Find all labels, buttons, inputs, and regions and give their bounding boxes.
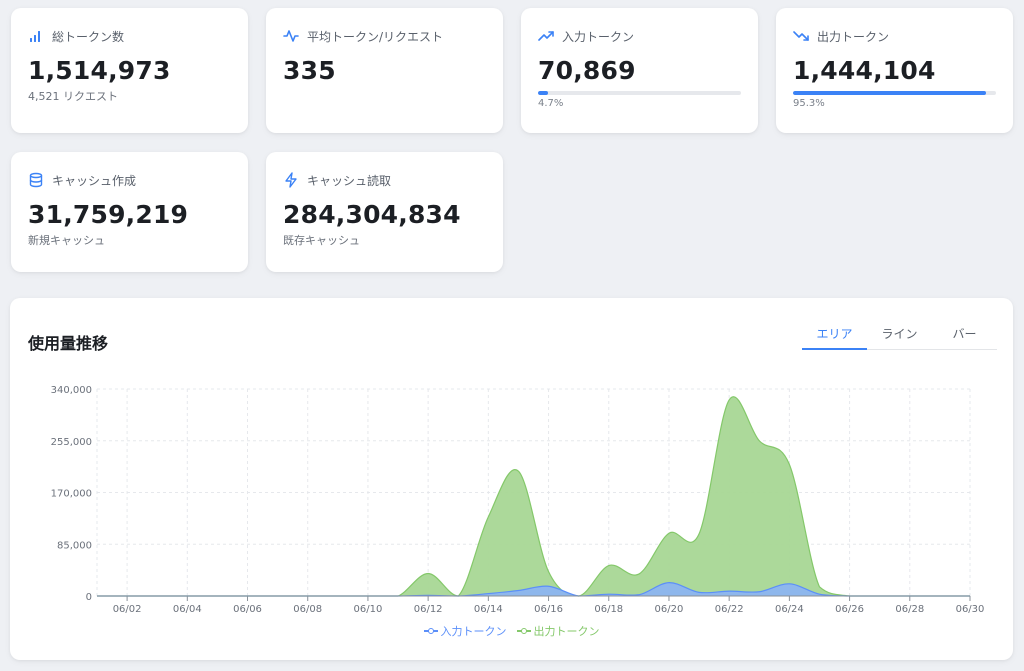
legend-output-label: 出力トークン xyxy=(533,625,600,638)
avg-tokens-card: 平均トークン/リクエスト 335 xyxy=(266,8,503,133)
total-tokens-card: 総トークン数 1,514,973 4,521 リクエスト xyxy=(11,8,248,133)
cache-create-value: 31,759,219 xyxy=(28,200,189,229)
zap-icon xyxy=(283,172,299,188)
input-tokens-progress xyxy=(538,91,741,95)
total-tokens-value: 1,514,973 xyxy=(28,56,171,85)
cache-create-sub: 新規キャッシュ xyxy=(28,234,105,247)
y-tick-label: 340,000 xyxy=(51,385,92,396)
usage-chart-card: 使用量推移 エリア ライン バー 0 85,000 170,000 255,000 34… xyxy=(10,298,1013,660)
cache-read-sub: 既存キャッシュ xyxy=(283,234,360,247)
x-tick-label: 06/06 xyxy=(233,604,262,615)
legend-input-tokens[interactable]: 入力トークン xyxy=(423,623,507,639)
x-tick-label: 06/24 xyxy=(775,604,804,615)
cache-create-label: キャッシュ作成 xyxy=(52,173,137,188)
legend-output-tokens[interactable]: 出力トークン xyxy=(516,623,600,639)
output-tokens-label: 出力トークン xyxy=(817,29,890,44)
database-icon xyxy=(28,172,44,188)
x-tick-label: 06/22 xyxy=(715,604,744,615)
chart-legend: 入力トークン 出力トークン xyxy=(10,623,1013,639)
tab-area[interactable]: エリア xyxy=(802,318,867,350)
tab-line[interactable]: ライン xyxy=(881,327,918,341)
x-tick-label: 06/02 xyxy=(113,604,142,615)
avg-tokens-label: 平均トークン/リクエスト xyxy=(307,29,444,44)
output-tokens-card: 出力トークン 1,444,104 95.3% xyxy=(776,8,1013,133)
avg-tokens-value: 335 xyxy=(283,56,336,85)
trending-up-icon xyxy=(538,28,554,44)
x-tick-label: 06/04 xyxy=(173,604,202,615)
input-tokens-card: 入力トークン 70,869 4.7% xyxy=(521,8,758,133)
legend-input-swatch xyxy=(423,627,438,635)
y-tick-label: 255,000 xyxy=(51,437,92,448)
output-tokens-progress-fill xyxy=(793,91,987,95)
cache-read-value: 284,304,834 xyxy=(283,200,461,229)
cache-read-card: キャッシュ読取 284,304,834 既存キャッシュ xyxy=(266,152,503,272)
x-tick-label: 06/26 xyxy=(835,604,864,615)
legend-output-swatch xyxy=(516,627,531,635)
x-tick-label: 06/14 xyxy=(474,604,503,615)
usage-area-chart: 0 85,000 170,000 255,000 340,000 06/02 06/04 06… xyxy=(51,385,985,615)
x-tick-label: 06/10 xyxy=(354,604,383,615)
x-tick-label: 06/08 xyxy=(293,604,322,615)
request-count: 4,521 リクエスト xyxy=(28,90,118,103)
trending-down-icon xyxy=(793,28,809,44)
bar-chart-icon xyxy=(28,28,44,44)
y-tick-label: 0 xyxy=(86,592,92,603)
x-tick-label: 06/30 xyxy=(956,604,985,615)
input-tokens-label: 入力トークン xyxy=(562,29,635,44)
total-tokens-label: 総トークン数 xyxy=(52,29,125,44)
y-tick-label: 85,000 xyxy=(57,540,92,551)
input-tokens-percent: 4.7% xyxy=(538,98,564,109)
x-tick-label: 06/28 xyxy=(895,604,924,615)
output-tokens-percent: 95.3% xyxy=(793,98,825,109)
cache-read-label: キャッシュ読取 xyxy=(307,173,392,188)
x-tick-label: 06/20 xyxy=(655,604,684,615)
output-tokens-value: 1,444,104 xyxy=(793,56,936,85)
chart-title: 使用量推移 xyxy=(28,334,109,353)
legend-input-label: 入力トークン xyxy=(440,625,507,638)
output-tokens-area xyxy=(97,396,970,596)
cache-create-card: キャッシュ作成 31,759,219 新規キャッシュ xyxy=(11,152,248,272)
chart-type-tabs: エリア ライン バー xyxy=(802,318,997,350)
x-tick-label: 06/12 xyxy=(414,604,443,615)
activity-icon xyxy=(283,28,299,44)
output-tokens-progress xyxy=(793,91,996,95)
tab-bar[interactable]: バー xyxy=(952,327,977,341)
input-tokens-value: 70,869 xyxy=(538,56,636,85)
input-tokens-progress-fill xyxy=(538,91,548,95)
x-tick-label: 06/18 xyxy=(594,604,623,615)
x-tick-label: 06/16 xyxy=(534,604,563,615)
y-tick-label: 170,000 xyxy=(51,489,92,500)
